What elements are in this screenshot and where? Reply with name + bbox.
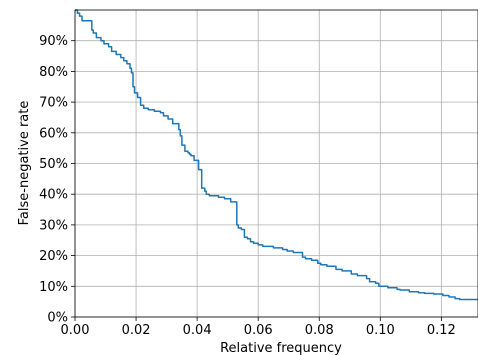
x-tick-label: 0.08 (305, 323, 334, 338)
y-tick-label: 50% (39, 157, 68, 172)
y-tick-label: 10% (39, 280, 68, 295)
x-tick-label: 0.04 (183, 323, 212, 338)
y-tick-label: 60% (39, 126, 68, 141)
y-tick-label: 40% (39, 188, 68, 203)
y-tick-label: 80% (39, 65, 68, 80)
grid-lines (74, 10, 478, 318)
x-axis-label: Relative frequency (220, 341, 342, 355)
x-tick-label: 0.06 (244, 323, 273, 338)
y-tick-label: 0% (47, 311, 68, 326)
axis-ticks: 0.00 0.02 0.04 0.06 0.08 0.10 0.12 0% 10% 20% 30% 4… (39, 34, 456, 338)
x-tick-label: 0.02 (122, 323, 151, 338)
y-axis-label: False-negative rate (17, 101, 32, 226)
y-tick-label: 70% (39, 96, 68, 111)
y-tick-label: 20% (39, 249, 68, 264)
y-tick-label: 30% (39, 218, 68, 233)
x-tick-label: 0.00 (61, 323, 90, 338)
series-line (75, 9, 478, 301)
x-tick-label: 0.10 (366, 323, 395, 338)
y-tick-label: 90% (39, 34, 68, 49)
x-tick-label: 0.12 (427, 323, 456, 338)
